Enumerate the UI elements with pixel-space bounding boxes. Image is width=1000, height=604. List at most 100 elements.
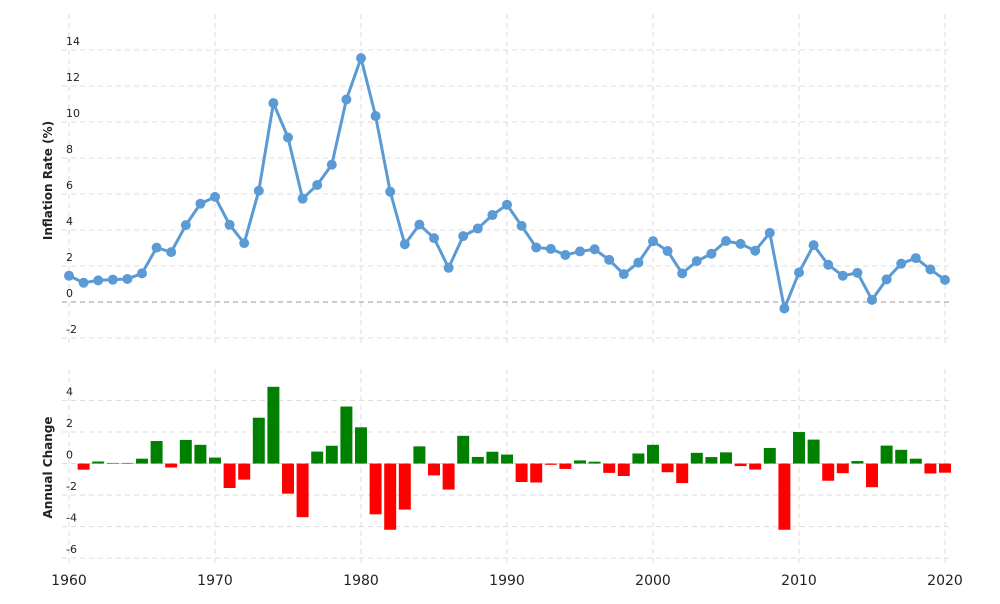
point xyxy=(706,248,717,259)
point xyxy=(487,210,498,221)
bar xyxy=(428,463,440,476)
bar xyxy=(267,386,280,464)
y-tick-label: -6 xyxy=(66,543,77,556)
point xyxy=(604,254,615,265)
point xyxy=(283,132,293,143)
x-tick-label: 2010 xyxy=(781,573,817,589)
point xyxy=(691,256,702,267)
bar xyxy=(92,461,105,464)
bar xyxy=(194,444,207,464)
point xyxy=(618,269,629,280)
point xyxy=(93,275,104,286)
point xyxy=(180,220,191,231)
point xyxy=(312,180,323,190)
point xyxy=(750,245,761,256)
y-tick-label: 14 xyxy=(66,35,80,48)
point xyxy=(531,242,542,253)
bar xyxy=(909,458,922,464)
point xyxy=(458,231,469,242)
bar xyxy=(778,463,791,530)
point xyxy=(253,185,264,196)
bar xyxy=(238,463,251,480)
point xyxy=(326,159,337,170)
point xyxy=(224,219,235,230)
point xyxy=(867,294,877,305)
y-tick-label: 0 xyxy=(66,449,73,462)
bar xyxy=(939,463,951,473)
point xyxy=(925,264,936,275)
bar xyxy=(77,463,90,470)
bar xyxy=(252,417,265,464)
bar xyxy=(822,463,835,481)
point xyxy=(385,186,396,197)
point xyxy=(721,235,731,246)
point xyxy=(560,250,571,261)
point xyxy=(356,53,366,64)
point xyxy=(370,111,381,122)
bar xyxy=(793,432,805,464)
y-tick-label: 12 xyxy=(66,71,80,84)
point xyxy=(910,253,921,264)
point xyxy=(896,258,907,269)
point xyxy=(151,242,162,253)
point xyxy=(107,274,118,285)
point xyxy=(852,267,863,278)
bar xyxy=(559,463,572,469)
bar xyxy=(325,445,338,464)
x-tick-label: 2000 xyxy=(635,573,671,589)
x-tick-label: 1990 xyxy=(489,573,525,589)
bar xyxy=(355,427,367,464)
bar xyxy=(647,444,659,464)
bar xyxy=(603,463,616,473)
bar xyxy=(530,463,543,483)
bar xyxy=(574,460,586,464)
bar xyxy=(209,457,221,464)
point xyxy=(794,267,804,278)
bar xyxy=(165,463,178,468)
point xyxy=(779,303,790,314)
x-tick-label: 1970 xyxy=(197,573,233,589)
bar xyxy=(749,463,762,470)
point xyxy=(677,268,688,279)
point xyxy=(502,199,512,210)
point xyxy=(764,227,775,238)
bar xyxy=(121,462,134,464)
y-tick-label: 10 xyxy=(66,107,80,120)
bar xyxy=(632,453,645,464)
bar xyxy=(369,463,382,515)
y-axis-title: Inflation Rate (%) xyxy=(41,121,55,240)
bar xyxy=(223,463,236,488)
bar xyxy=(296,463,309,518)
bar xyxy=(384,463,397,530)
bar xyxy=(763,447,776,464)
bar xyxy=(179,439,192,464)
point xyxy=(735,238,746,249)
bar xyxy=(150,441,163,464)
point xyxy=(472,223,483,234)
point xyxy=(195,198,206,209)
bar xyxy=(866,463,878,488)
bar xyxy=(515,463,528,482)
x-tick-label: 1960 xyxy=(51,573,87,589)
bar xyxy=(851,461,864,464)
bar xyxy=(617,463,630,477)
point xyxy=(414,219,425,230)
point xyxy=(443,262,454,273)
bar xyxy=(690,452,703,464)
y-tick-label: 6 xyxy=(66,179,73,192)
bar xyxy=(106,462,119,464)
bar xyxy=(311,451,324,464)
point xyxy=(808,240,819,251)
bar xyxy=(880,445,893,464)
bar xyxy=(471,456,484,464)
point xyxy=(429,233,439,244)
bar xyxy=(588,461,601,464)
bar xyxy=(661,463,674,473)
point xyxy=(589,244,600,255)
bar xyxy=(676,463,689,484)
bar xyxy=(720,452,732,464)
point xyxy=(516,220,527,231)
bar xyxy=(544,463,557,465)
y-tick-label: 4 xyxy=(66,215,73,228)
